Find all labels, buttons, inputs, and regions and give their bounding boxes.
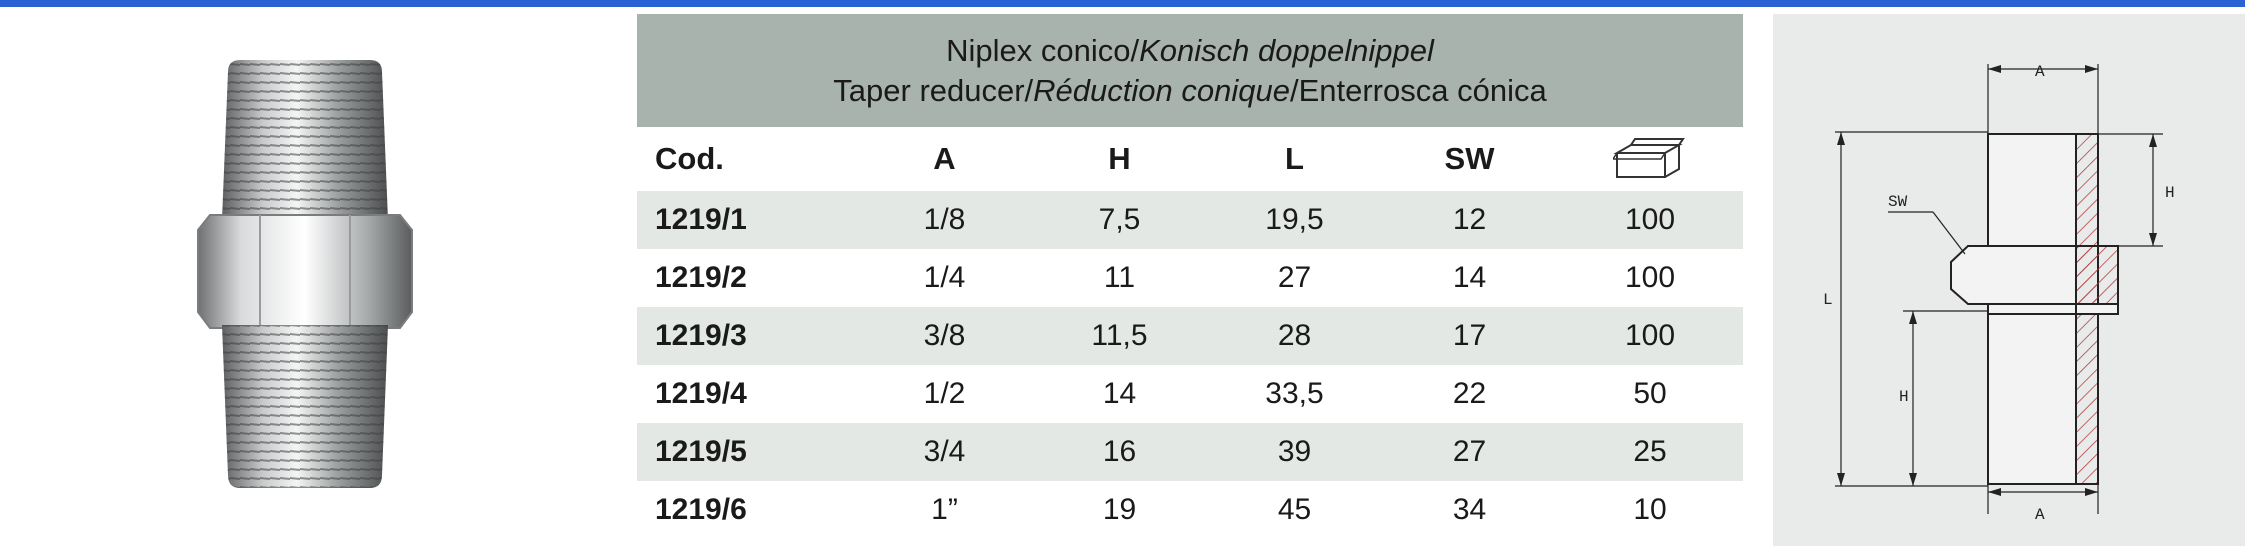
table-row: 1219/5 3/4 16 39 27 25 [637, 423, 1743, 481]
cell-sw: 17 [1452, 319, 1487, 352]
cell-h: 19 [1102, 493, 1137, 526]
cell-l: 28 [1277, 319, 1312, 352]
table-title: Niplex conico/Konisch doppelnippel Taper… [637, 14, 1743, 127]
cell-h: 16 [1102, 435, 1137, 468]
col-h: H [1108, 141, 1131, 176]
cell-a: 3/4 [923, 435, 966, 468]
col-l: L [1285, 141, 1304, 176]
cell-cod: 1219/6 [655, 493, 747, 526]
package-box-icon [1557, 137, 1743, 181]
cell-l: 27 [1277, 261, 1312, 294]
cell-l: 39 [1277, 435, 1312, 468]
cell-a: 1/8 [923, 203, 966, 236]
cell-h: 11 [1103, 261, 1136, 294]
cell-a: 1/2 [923, 377, 966, 410]
cell-qty: 100 [1624, 319, 1676, 352]
cell-cod: 1219/4 [655, 377, 747, 410]
cell-h: 11,5 [1091, 319, 1148, 352]
top-accent-bar [0, 0, 2245, 7]
table-row: 1219/4 1/2 14 33,5 22 50 [637, 365, 1743, 423]
dim-label-sw: SW [1888, 193, 1908, 211]
cell-cod: 1219/1 [655, 203, 747, 236]
technical-drawing: A A H H L SW [1773, 14, 2245, 546]
column-header-row: Cod. A H L SW [637, 127, 1743, 191]
col-cod: Cod. [655, 141, 724, 176]
table-row: 1219/3 3/8 11,5 28 17 100 [637, 307, 1743, 365]
cell-sw: 34 [1452, 493, 1487, 526]
table-row: 1219/2 1/4 11 27 14 100 [637, 249, 1743, 307]
col-a: A [933, 141, 956, 176]
dim-label-h-top: H [2165, 184, 2175, 202]
dim-label-h-bottom: H [1899, 388, 1909, 406]
cell-l: 19,5 [1265, 203, 1324, 236]
cell-sw: 14 [1452, 261, 1487, 294]
col-sw: SW [1444, 141, 1495, 176]
title-fr-text: Réduction conique [1033, 72, 1290, 108]
cell-qty: 25 [1633, 435, 1667, 468]
cell-a: 1/4 [923, 261, 966, 294]
dim-label-a-bottom: A [2035, 506, 2045, 524]
cell-l: 45 [1277, 493, 1312, 526]
table-row: 1219/1 1/8 7,5 19,5 12 100 [637, 191, 1743, 249]
cell-a: 1” [931, 493, 958, 526]
cell-sw: 27 [1452, 435, 1487, 468]
title-de-text: Konisch doppelnippel [1139, 32, 1434, 68]
title-line-2: Taper reducer/Réduction conique/Enterros… [833, 71, 1546, 111]
cell-qty: 100 [1624, 203, 1676, 236]
cell-cod: 1219/2 [655, 261, 747, 294]
cell-qty: 50 [1633, 377, 1667, 410]
dim-label-a-top: A [2035, 63, 2045, 81]
cell-sw: 22 [1452, 377, 1487, 410]
cell-l: 33,5 [1265, 377, 1324, 410]
product-photo [197, 60, 413, 488]
title-line-1: Niplex conico/Konisch doppelnippel [946, 31, 1434, 71]
cell-a: 3/8 [923, 319, 966, 352]
cell-cod: 1219/5 [655, 435, 747, 468]
cell-h: 7,5 [1098, 203, 1141, 236]
dim-label-l: L [1823, 291, 1833, 309]
cell-h: 14 [1102, 377, 1137, 410]
cell-sw: 12 [1452, 203, 1487, 236]
title-it-text: Niplex conico/ [946, 32, 1140, 68]
cell-qty: 100 [1624, 261, 1676, 294]
title-es-text: /Enterrosca cónica [1289, 72, 1547, 108]
product-table: Niplex conico/Konisch doppelnippel Taper… [637, 14, 1743, 539]
title-en-text: Taper reducer/ [833, 72, 1034, 108]
table-row: 1219/6 1” 19 45 34 10 [637, 481, 1743, 539]
cell-qty: 10 [1633, 493, 1667, 526]
cell-cod: 1219/3 [655, 319, 747, 352]
